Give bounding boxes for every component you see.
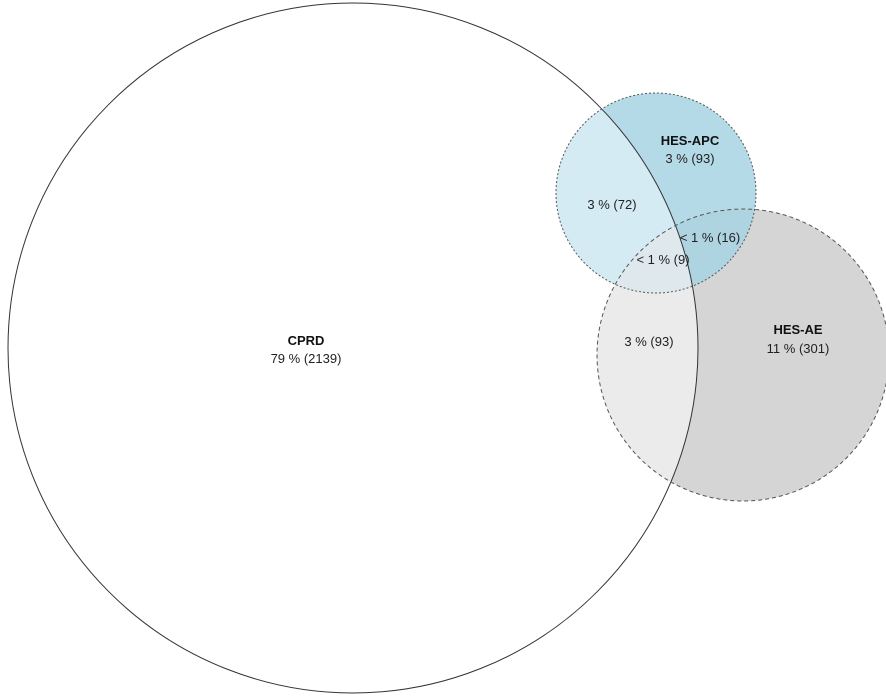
- cprd-label: CPRD: [288, 333, 325, 348]
- hes-ae-label: HES-AE: [773, 322, 822, 337]
- all-three-overlap: [597, 209, 698, 293]
- hes-ae-circle-outline: [596, 208, 886, 502]
- cprd-apc-value: 3 % (72): [587, 197, 636, 212]
- hes-apc-value: 3 % (93): [665, 151, 714, 166]
- cprd-circle-outline: [7, 2, 699, 694]
- hes-apc-circle-outline: [555, 92, 757, 294]
- cprd-ae-value: 3 % (93): [624, 334, 673, 349]
- apc-ae-value: < 1 % (16): [680, 230, 740, 245]
- all-three-value: < 1 % (9): [636, 252, 689, 267]
- hes-apc-label: HES-APC: [661, 133, 720, 148]
- cprd-apc-overlap: [556, 93, 698, 293]
- cprd-value: 79 % (2139): [271, 351, 342, 366]
- hes-ae-value: 11 % (301): [767, 341, 830, 356]
